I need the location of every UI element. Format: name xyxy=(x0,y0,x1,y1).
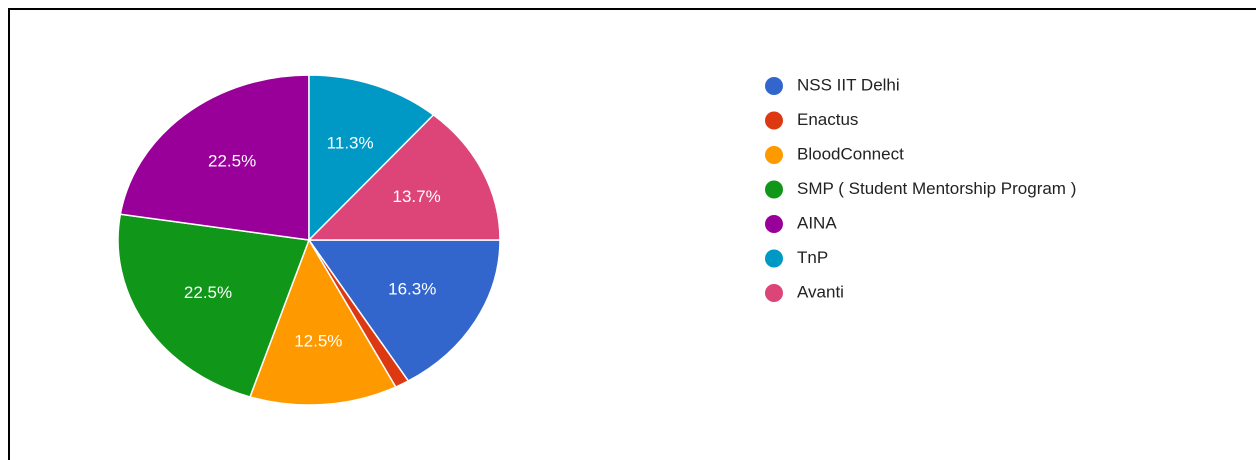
legend-swatch xyxy=(765,111,783,130)
legend-label: Avanti xyxy=(797,282,844,301)
legend-swatch xyxy=(765,284,783,302)
slice-label: 22.5% xyxy=(184,283,232,302)
legend-swatch xyxy=(765,77,783,95)
slice-label: 12.5% xyxy=(294,331,342,350)
pie-slice xyxy=(307,113,501,241)
pie-slice xyxy=(308,74,435,242)
pie-slice xyxy=(307,239,501,382)
pie-slice xyxy=(117,213,311,398)
legend-swatch xyxy=(765,215,783,233)
slice-label: 13.7% xyxy=(393,187,441,206)
slice-label: 11.3% xyxy=(327,134,374,153)
legend-label: BloodConnect xyxy=(797,144,904,163)
legend-label: NSS IIT Delhi xyxy=(797,75,900,94)
pie-slice xyxy=(119,74,310,241)
legend-label: TnP xyxy=(797,248,828,267)
legend-label: Enactus xyxy=(797,110,858,129)
slice-label: 22.5% xyxy=(208,152,256,171)
legend-label: AINA xyxy=(797,213,837,232)
pie-slice xyxy=(248,238,397,406)
slice-label: 16.3% xyxy=(388,280,436,299)
legend-swatch xyxy=(765,146,783,164)
legend-swatch xyxy=(765,249,783,268)
legend-swatch xyxy=(765,180,783,199)
legend-label: SMP ( Student Mentorship Program ) xyxy=(797,179,1076,198)
